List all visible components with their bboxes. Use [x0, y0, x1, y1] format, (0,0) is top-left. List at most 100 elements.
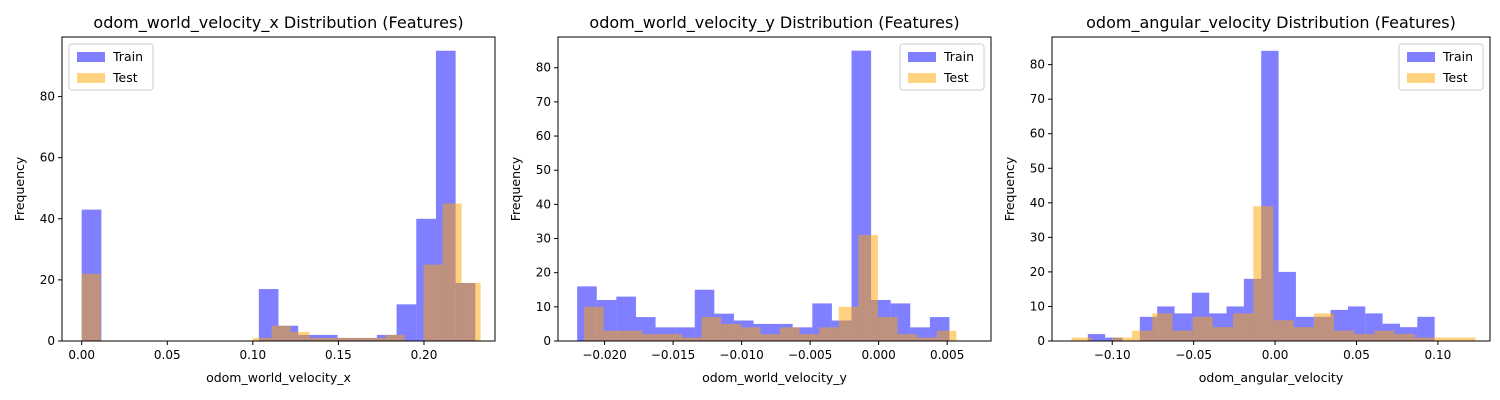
y-tick-label: 70	[536, 95, 551, 109]
x-axis-label: odom_world_velocity_y	[702, 370, 847, 385]
test-bar	[423, 264, 443, 341]
y-tick-label: 40	[1030, 196, 1045, 210]
test-bar	[1455, 337, 1476, 341]
test-bar	[1293, 327, 1314, 341]
y-axis-label: Frequency	[508, 156, 523, 221]
test-bar	[1172, 330, 1193, 341]
y-tick-label: 0	[47, 334, 55, 348]
test-bar	[461, 282, 481, 341]
charts-root: 0.00 0.05 0.10 0.15 0.20 0 20 40 60 80 odom_world_…	[12, 13, 1491, 385]
test-bar	[838, 306, 859, 341]
test-bar	[701, 317, 722, 341]
test-bar	[897, 334, 918, 341]
test-bar	[936, 330, 957, 341]
legend-swatch-test	[77, 73, 105, 83]
train-bar	[396, 304, 417, 341]
test-bar	[623, 330, 643, 341]
x-tick-label: 0.15	[325, 348, 352, 362]
axes-frame	[61, 36, 496, 342]
chart-title: odom_world_velocity_y Distribution (Feat…	[589, 13, 959, 33]
x-tick-label: 0.00	[1262, 348, 1289, 362]
y-tick-label: 0	[1037, 334, 1045, 348]
legend-label-train: Train	[943, 49, 974, 64]
legend-swatch-train	[908, 52, 936, 62]
test-bar	[309, 337, 329, 341]
test-bar	[760, 334, 780, 341]
x-axis-label: odom_world_velocity_x	[206, 370, 351, 385]
y-tick-label: 40	[40, 212, 55, 226]
series-train	[577, 50, 950, 341]
legend-swatch-train	[1407, 52, 1435, 62]
axes-frame	[557, 36, 992, 342]
legend-label-test: Test	[943, 70, 969, 85]
test-bar	[917, 337, 937, 341]
x-tick-label: 0.10	[1425, 348, 1452, 362]
legend: Train Test	[68, 43, 154, 91]
test-bar	[1374, 330, 1395, 341]
y-tick-label: 50	[536, 163, 551, 177]
y-tick-label: 80	[1030, 58, 1045, 72]
legend-swatch-test	[1407, 73, 1435, 83]
test-bar	[1071, 337, 1092, 341]
test-bar	[1394, 334, 1415, 341]
y-tick-label: 10	[1030, 299, 1045, 313]
x-tick-label: 0.000	[861, 348, 895, 362]
test-bar	[1414, 337, 1435, 341]
test-bar	[584, 306, 604, 341]
test-bar	[721, 323, 741, 341]
test-bar	[642, 334, 663, 341]
y-tick-label: 50	[1030, 161, 1045, 175]
test-bar	[819, 327, 839, 341]
series-train	[81, 50, 476, 341]
test-bar	[779, 327, 800, 341]
y-tick-label: 30	[536, 232, 551, 246]
legend-label-train: Train	[112, 49, 143, 64]
test-bar	[1313, 313, 1335, 341]
test-bar	[799, 334, 820, 341]
x-tick-label: 0.10	[239, 348, 266, 362]
y-tick-label: 40	[536, 197, 551, 211]
y-tick-label: 60	[40, 151, 55, 165]
y-tick-label: 60	[1030, 127, 1045, 141]
y-tick-label: 70	[1030, 92, 1045, 106]
x-tick-label: −0.015	[651, 348, 695, 362]
chart-1: 0.00 0.05 0.10 0.15 0.20 0 20 40 60 80 odom_world_…	[12, 13, 496, 385]
test-bar	[1192, 316, 1213, 341]
train-bar	[616, 296, 636, 341]
test-bar	[271, 325, 291, 341]
test-bar	[603, 330, 624, 341]
legend-label-test: Test	[1442, 70, 1468, 85]
chart-2: −0.020 −0.015 −0.010 −0.005 0.000 0.005 0 10 20 3…	[508, 13, 992, 385]
test-bar	[347, 337, 367, 341]
chart-title: odom_angular_velocity Distribution (Feat…	[1086, 13, 1456, 33]
test-bar	[1354, 334, 1375, 341]
test-bar	[1212, 327, 1234, 341]
series-test	[1071, 206, 1476, 341]
y-tick-label: 0	[543, 334, 551, 348]
y-axis-ticks: 0 10 20 30 40 50 60 70 80	[536, 61, 558, 348]
x-tick-label: −0.005	[788, 348, 832, 362]
test-bar	[385, 334, 405, 341]
y-axis-ticks: 0 10 20 30 40 50 60 70 80	[1030, 58, 1052, 348]
x-axis-ticks: −0.020 −0.015 −0.010 −0.005 0.000 0.005	[582, 341, 964, 362]
test-bar	[290, 331, 310, 341]
train-bar	[1417, 316, 1435, 341]
test-bar	[1152, 313, 1173, 341]
test-bar	[1273, 320, 1294, 341]
test-bar	[366, 337, 386, 341]
y-tick-label: 10	[536, 300, 551, 314]
legend-swatch-test	[908, 73, 936, 83]
y-tick-label: 20	[1030, 265, 1045, 279]
test-bar	[877, 317, 898, 341]
x-axis-label: odom_angular_velocity	[1199, 370, 1344, 385]
y-tick-label: 60	[536, 129, 551, 143]
y-axis-ticks: 0 20 40 60 80	[40, 90, 62, 348]
y-tick-label: 20	[536, 266, 551, 280]
y-tick-label: 80	[40, 90, 55, 104]
chart-3: −0.10 −0.05 0.00 0.05 0.10 0 10 20 30 40 50 60 70 80 o…	[1002, 13, 1491, 385]
test-bar	[1233, 313, 1254, 341]
train-bar	[1087, 334, 1106, 341]
series-test	[584, 235, 957, 341]
x-tick-label: −0.05	[1175, 348, 1212, 362]
